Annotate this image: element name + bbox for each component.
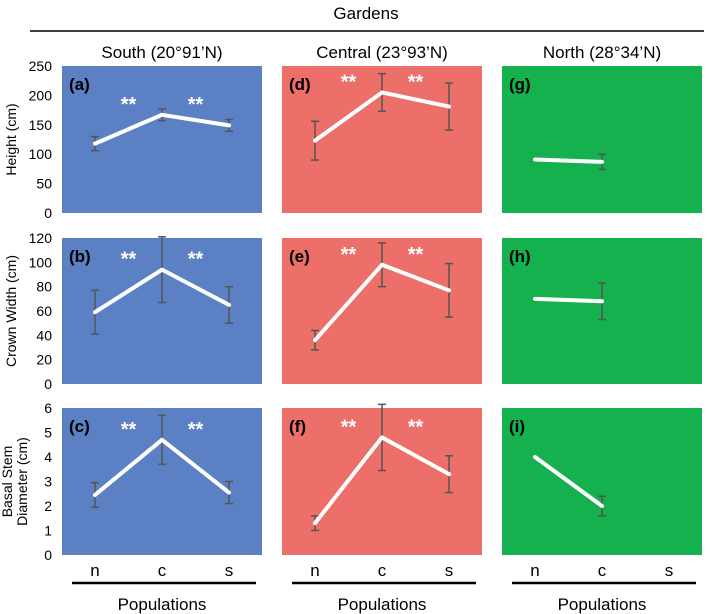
series-line (313, 90, 451, 143)
significance-marker: ** (121, 249, 137, 271)
panel-label: (d) (289, 75, 311, 94)
y-tick-label: 2 (44, 498, 52, 514)
series-line (93, 112, 231, 146)
y-axis-title: Crown Width (cm) (3, 255, 19, 367)
panel-background (502, 408, 702, 555)
x-tick-label: n (530, 561, 539, 580)
garden-header-2: North (28°34’N) (543, 43, 661, 62)
panel-label: (f) (289, 417, 306, 436)
x-axis-title: Populations (118, 595, 207, 614)
x-axis-title: Populations (338, 595, 427, 614)
y-tick-label: 100 (29, 146, 53, 162)
y-tick-label: 0 (44, 376, 52, 392)
panel-f: (f) ** ** (282, 403, 482, 555)
panel-h: (h) (502, 238, 702, 384)
significance-marker: ** (341, 71, 357, 93)
significance-marker: ** (408, 416, 424, 438)
y-tick-label: 60 (36, 303, 52, 319)
y-tick-label: 20 (36, 352, 52, 368)
y-tick-label: 5 (44, 425, 52, 441)
series-line (533, 296, 604, 304)
panel-label: (g) (509, 75, 531, 94)
series-line (93, 437, 231, 497)
panel-g: (g) (502, 66, 702, 213)
x-tick-label: n (310, 561, 319, 580)
x-tick-label: s (225, 561, 234, 580)
panel-label: (h) (509, 247, 531, 266)
y-tick-label: 0 (44, 547, 52, 563)
panel-b: (b) ** ** (62, 236, 262, 384)
x-axis-title: Populations (558, 595, 647, 614)
panel-label: (i) (509, 417, 525, 436)
garden-header-0: South (20°91’N) (101, 43, 222, 62)
significance-marker: ** (408, 71, 424, 93)
y-tick-label: 3 (44, 474, 52, 490)
y-tick-label: 100 (29, 254, 53, 270)
x-tick-label: c (378, 561, 387, 580)
y-tick-label: 50 (36, 176, 52, 192)
garden-header-1: Central (23°93’N) (316, 43, 448, 62)
significance-marker: ** (188, 419, 204, 441)
panel-c: (c) ** ** (62, 408, 262, 555)
significance-marker: ** (341, 244, 357, 266)
y-axis-title: Basal Stem (0, 446, 15, 518)
y-axis-title: Diameter (cm) (14, 437, 30, 526)
series-line (533, 157, 604, 164)
panel-label: (e) (289, 247, 310, 266)
significance-marker: ** (188, 94, 204, 116)
y-tick-label: 150 (29, 117, 53, 133)
significance-marker: ** (121, 94, 137, 116)
series-line (313, 262, 451, 343)
panel-label: (a) (69, 75, 90, 94)
significance-marker: ** (121, 419, 137, 441)
significance-marker: ** (408, 244, 424, 266)
significance-marker: ** (341, 416, 357, 438)
x-tick-label: n (90, 561, 99, 580)
y-tick-label: 6 (44, 400, 52, 416)
y-tick-label: 120 (29, 230, 53, 246)
panel-i: (i) (502, 408, 702, 555)
y-tick-label: 4 (44, 449, 52, 465)
series-line (533, 455, 604, 508)
y-tick-label: 80 (36, 279, 52, 295)
y-tick-label: 0 (44, 205, 52, 221)
panel-e: (e) ** ** (282, 238, 482, 384)
y-tick-label: 40 (36, 327, 52, 343)
y-tick-label: 1 (44, 523, 52, 539)
panel-label: (c) (69, 417, 90, 436)
x-tick-label: c (158, 561, 167, 580)
series-line (93, 267, 231, 315)
y-tick-label: 200 (29, 87, 53, 103)
significance-marker: ** (188, 249, 204, 271)
panel-d: (d) ** ** (282, 66, 482, 213)
panel-background (62, 66, 262, 213)
series-line (313, 435, 451, 526)
panel-a: (a) ** ** (62, 66, 262, 213)
panel-label: (b) (69, 247, 91, 266)
x-tick-label: c (598, 561, 607, 580)
y-tick-label: 250 (29, 58, 53, 74)
x-tick-label: s (445, 561, 454, 580)
x-tick-label: s (665, 561, 674, 580)
panel-background (502, 66, 702, 213)
figure-title: Gardens (333, 4, 398, 23)
y-axis-title: Height (cm) (3, 103, 19, 175)
